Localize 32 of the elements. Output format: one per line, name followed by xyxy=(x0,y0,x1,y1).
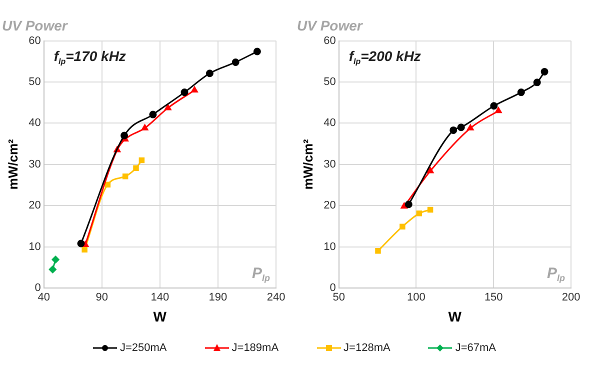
y-tick-label: 60 xyxy=(28,34,41,47)
y-axis-title: mW/cm² xyxy=(5,138,20,190)
x-tick-label: 40 xyxy=(38,292,50,304)
y-tick-label: 60 xyxy=(324,34,336,47)
y-tick-label: 0 xyxy=(34,282,41,294)
x-tick-label: 100 xyxy=(407,292,426,304)
y-axis-title: mW/cm² xyxy=(300,138,316,190)
x-tick-label: 50 xyxy=(332,292,345,304)
x-axis-title: W xyxy=(153,308,168,324)
y-tick-label: 10 xyxy=(28,240,41,253)
y-tick-label: 50 xyxy=(28,76,41,88)
chart-title: UV Power xyxy=(297,17,364,34)
x-axis-title: W xyxy=(448,308,462,324)
legend-label: J=67mA xyxy=(455,342,496,354)
x-tick-label: 200 xyxy=(562,292,580,304)
chart-title: UV Power xyxy=(2,17,69,34)
y-tick-label: 20 xyxy=(324,200,336,212)
legend-label: J=250mA xyxy=(120,342,167,354)
legend-label: J=128mA xyxy=(344,342,390,354)
y-tick-label: 50 xyxy=(324,76,336,88)
x-tick-label: 90 xyxy=(96,292,108,304)
y-tick-label: 40 xyxy=(324,117,336,130)
y-tick-label: 30 xyxy=(28,158,41,170)
x-tick-label: 150 xyxy=(484,292,503,304)
y-tick-label: 30 xyxy=(324,158,336,170)
x-tick-label: 190 xyxy=(208,292,228,304)
x-tick-label: 140 xyxy=(150,292,170,304)
y-tick-label: 20 xyxy=(28,200,41,212)
legend-label: J=189mA xyxy=(232,342,279,354)
y-tick-label: 10 xyxy=(324,240,336,253)
y-tick-label: 40 xyxy=(28,117,41,130)
x-tick-label: 240 xyxy=(266,292,286,304)
